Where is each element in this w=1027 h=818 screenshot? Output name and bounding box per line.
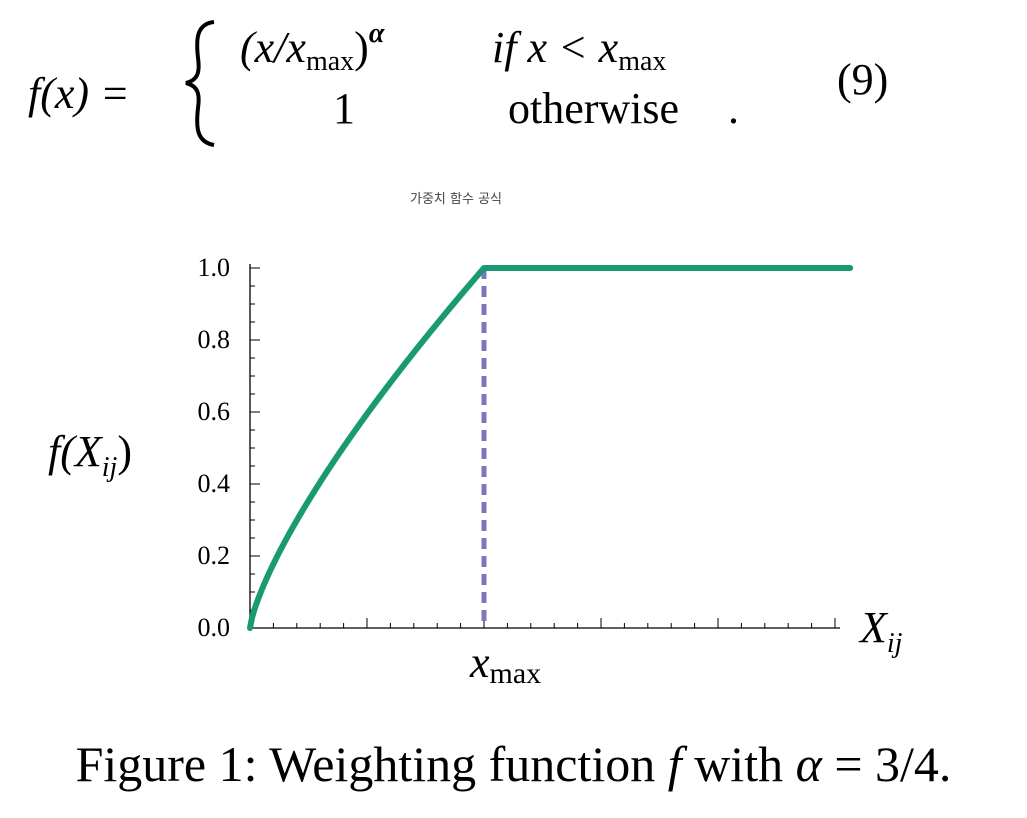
- y-tick-label: 0.4: [198, 469, 231, 498]
- x-max-label: xmax: [469, 638, 541, 690]
- case2-period: .: [728, 84, 739, 133]
- equation-number: (9): [837, 55, 888, 104]
- ticks: 0.0 0.2 0.4 0.6 0.8 1.0: [198, 253, 836, 642]
- y-tick-label: 0.8: [198, 325, 231, 354]
- weighting-curve: [247, 265, 854, 631]
- case2-expression: 1: [333, 84, 355, 133]
- case2-condition: otherwise: [508, 84, 679, 133]
- y-tick-label: 0.2: [198, 541, 231, 570]
- y-tick-label: 1.0: [198, 253, 231, 282]
- equation-block: f(x) = (x/xmax)α if x < xmax 1 otherwise…: [0, 0, 1027, 170]
- equation-lhs: f(x) =: [28, 69, 130, 118]
- y-tick-label: 0.0: [198, 613, 231, 642]
- case1-condition: if x < xmax: [492, 23, 666, 77]
- left-brace: [185, 20, 215, 147]
- axes: [249, 264, 840, 629]
- equation-svg: f(x) = (x/xmax)α if x < xmax 1 otherwise…: [28, 18, 888, 147]
- equation-lhs-text: f(x) =: [28, 69, 130, 118]
- case1-expression: (x/xmax)α: [240, 18, 385, 77]
- korean-caption: 가중치 함수 공식: [410, 192, 502, 207]
- chart-svg: 0.0 0.2 0.4 0.6 0.8 1.0 f(Xij) Xij xmax: [48, 253, 903, 690]
- weighting-function-chart: 0.0 0.2 0.4 0.6 0.8 1.0 f(Xij) Xij xmax: [0, 230, 1027, 700]
- series: [247, 265, 854, 631]
- y-tick-label: 0.6: [198, 397, 231, 426]
- x-axis-label: Xij: [858, 603, 903, 659]
- figure-caption: Figure 1: Weighting function f with α = …: [75, 736, 952, 792]
- y-axis-label: f(Xij): [48, 427, 132, 483]
